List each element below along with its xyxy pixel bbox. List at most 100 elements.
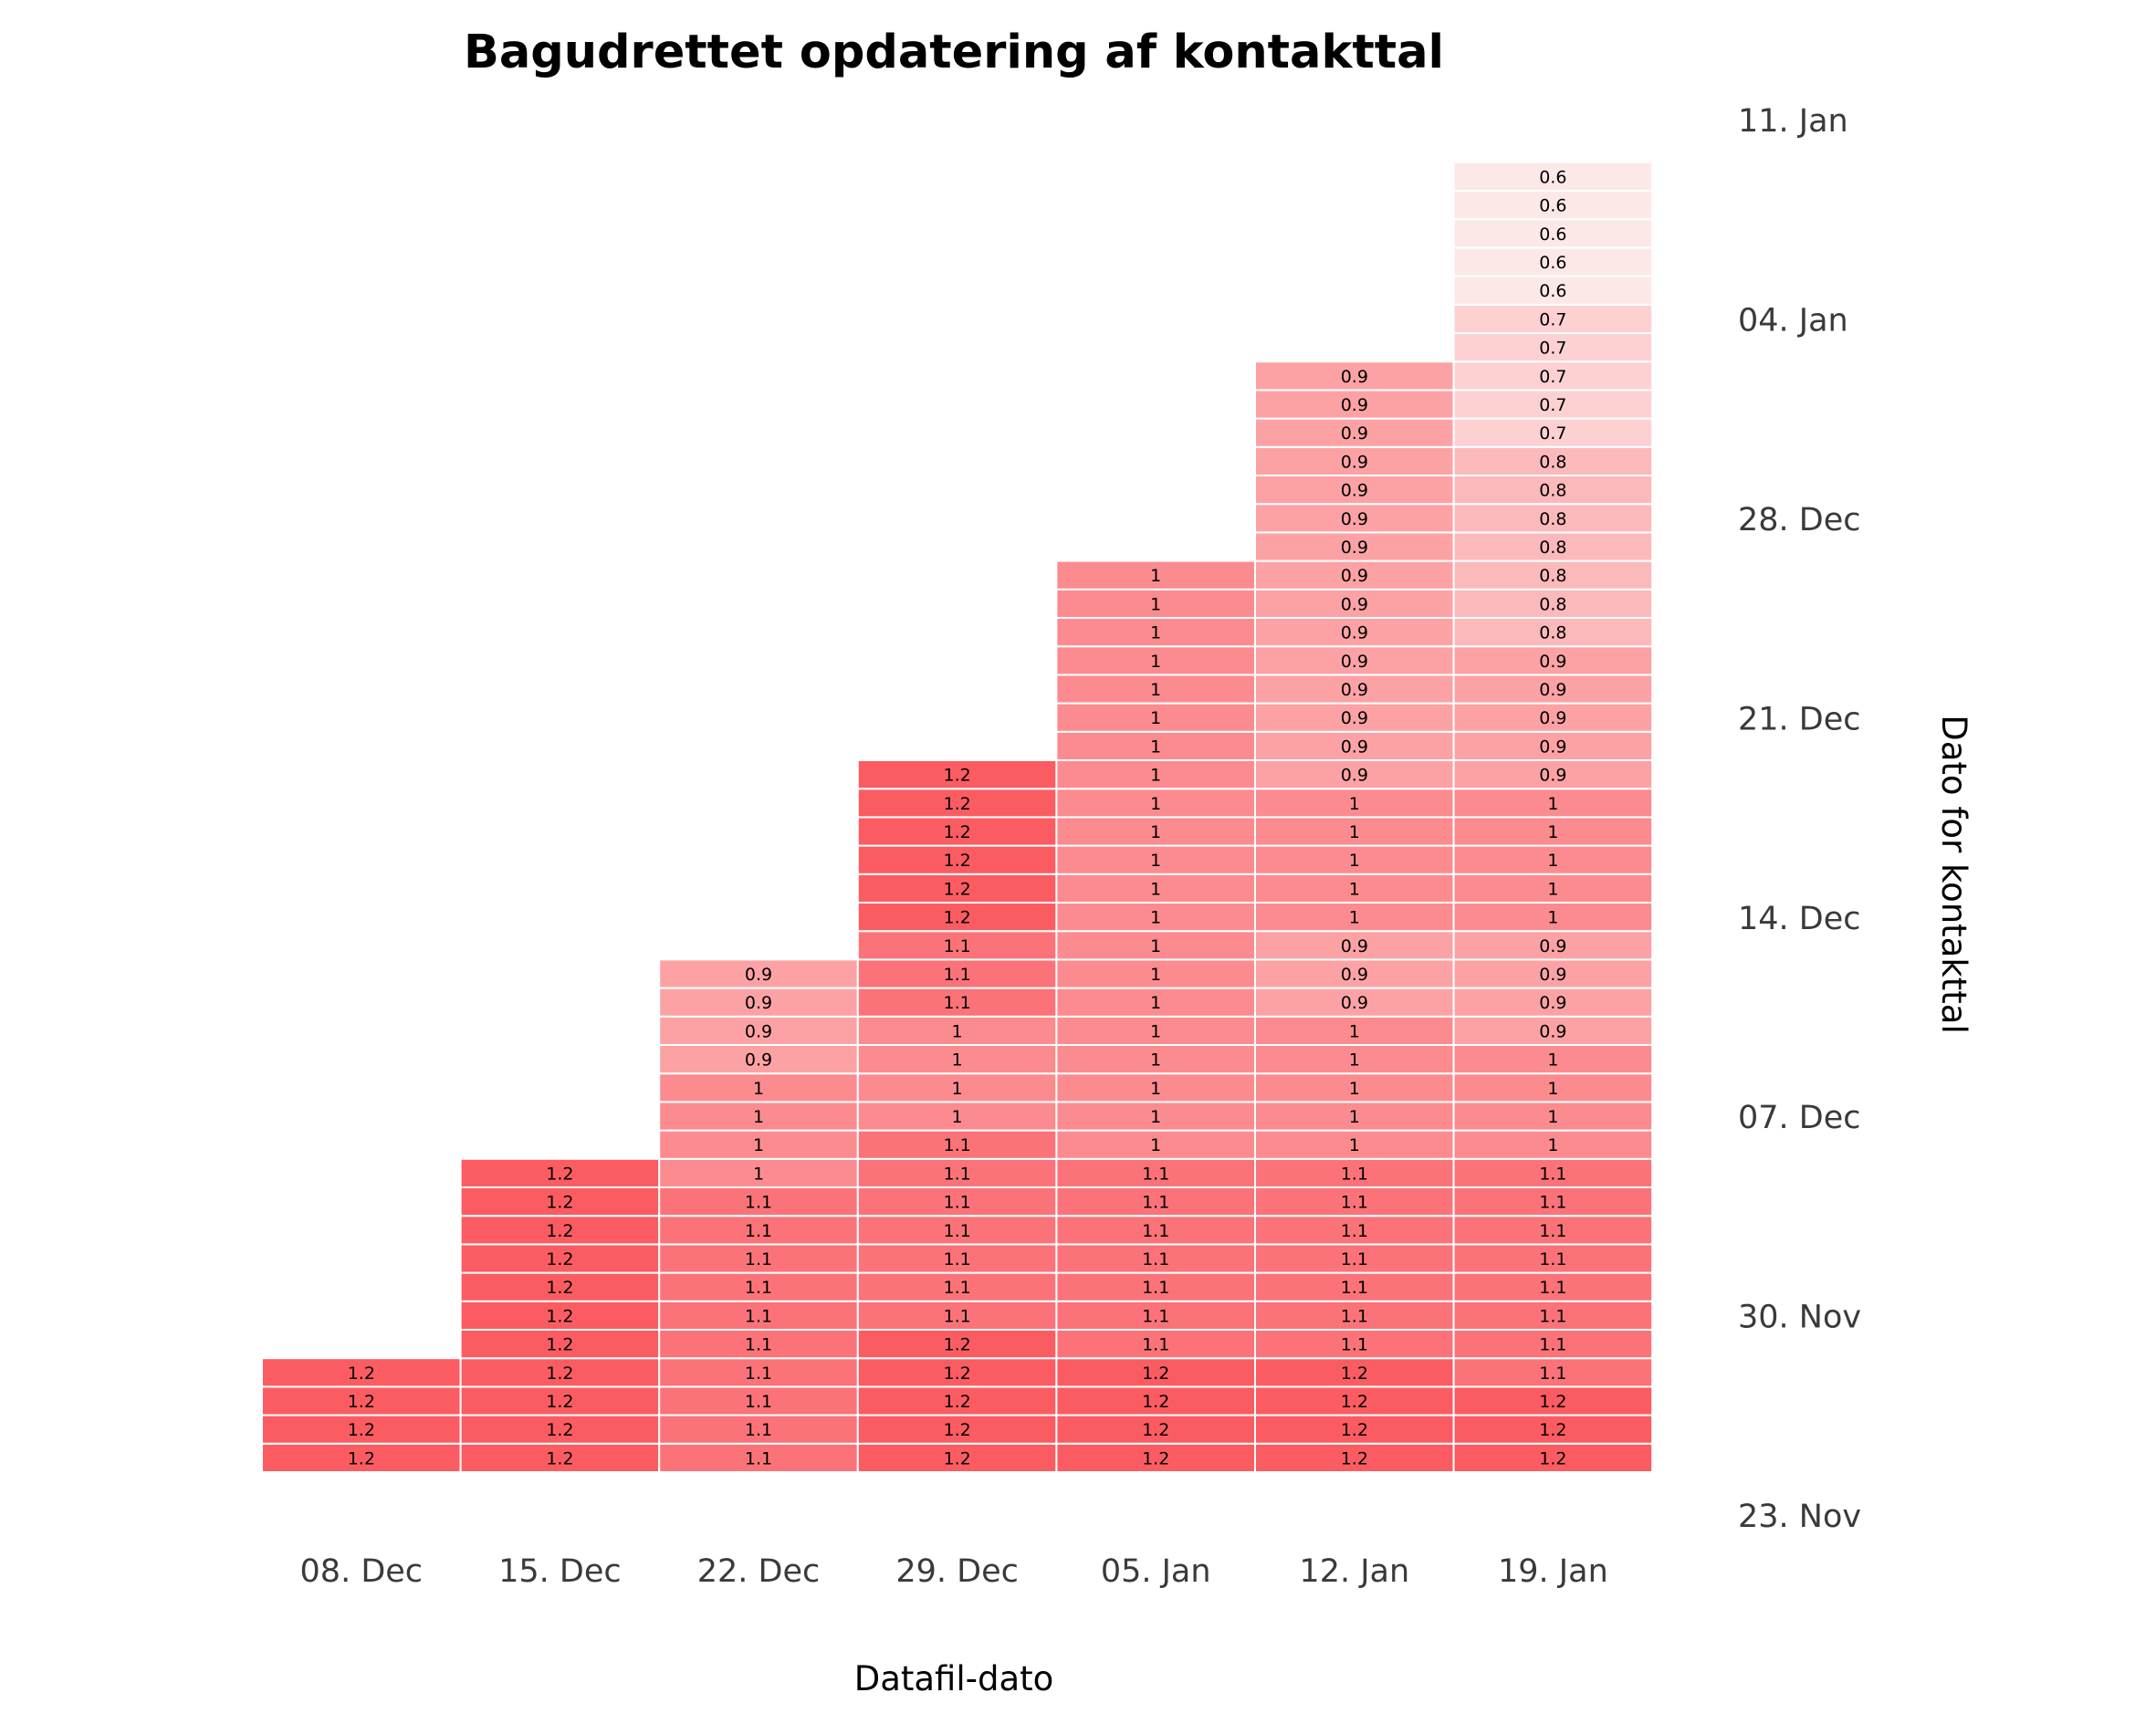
cell-value-label: 1 — [1150, 1107, 1161, 1127]
heatmap-cell — [261, 1414, 462, 1445]
heatmap-cell — [1452, 958, 1654, 989]
cell-value-label: 1 — [1150, 1050, 1161, 1071]
cell-value-label: 1 — [1150, 794, 1161, 814]
heatmap-cell — [1254, 1442, 1455, 1474]
cell-value-label: 1.1 — [1142, 1193, 1169, 1213]
heatmap-cell — [1055, 1243, 1257, 1274]
heatmap-cell — [1055, 1442, 1257, 1474]
heatmap-cell — [459, 1300, 661, 1332]
heatmap-cell — [1254, 1101, 1455, 1132]
heatmap-cell — [856, 1072, 1058, 1103]
cell-value-label: 1.2 — [348, 1420, 375, 1440]
heatmap-cell — [1452, 1186, 1654, 1217]
cell-value-label: 1 — [1150, 936, 1161, 956]
heatmap-cell — [1254, 1129, 1455, 1160]
cell-value-label: 0.8 — [1539, 623, 1566, 643]
heatmap-cell — [1452, 930, 1654, 961]
cell-value-label: 1 — [1349, 794, 1360, 814]
heatmap-cell — [1254, 1357, 1455, 1388]
cell-value-label: 1.2 — [546, 1278, 573, 1298]
heatmap-cell — [1452, 617, 1654, 648]
cell-value-label: 1.2 — [546, 1249, 573, 1269]
cell-value-label: 1 — [1150, 766, 1161, 786]
heatmap-cell — [856, 1215, 1058, 1246]
cell-value-label: 1 — [1349, 1079, 1360, 1099]
cell-value-label: 1 — [1547, 851, 1558, 871]
cell-value-label: 0.9 — [1539, 766, 1566, 786]
heatmap-cell — [1452, 730, 1654, 761]
cell-value-label: 1.1 — [1539, 1306, 1566, 1326]
heatmap-cell — [1452, 531, 1654, 562]
cell-value-label: 1.1 — [1539, 1335, 1566, 1355]
cell-value-label: 1.2 — [546, 1193, 573, 1213]
cell-value-label: 1 — [1349, 1107, 1360, 1127]
x-tick-label: 12. Jan — [1299, 1553, 1409, 1590]
heatmap-cell — [856, 1329, 1058, 1360]
cell-value-label: 1.1 — [1539, 1364, 1566, 1384]
y-tick-label: 28. Dec — [1738, 502, 1861, 538]
heatmap-cell — [1254, 902, 1455, 933]
heatmap-cell — [1452, 1271, 1654, 1302]
heatmap-cell — [459, 1243, 661, 1274]
cell-value-label: 1.2 — [546, 1335, 573, 1355]
cell-value-label: 1.1 — [745, 1221, 772, 1241]
cell-value-label: 0.9 — [1341, 680, 1368, 700]
cell-value-label: 0.9 — [1539, 737, 1566, 757]
heatmap-cells: 1.2 1.2 1.2 1.2 1.2 1.2 1.2 1.2 1.2 1.2 1.2 1.2 1.2 1… — [261, 161, 1654, 1474]
cell-value-label: 1 — [1547, 1079, 1558, 1099]
cell-value-label: 0.9 — [1341, 936, 1368, 956]
y-tick-label: 04. Jan — [1738, 303, 1848, 340]
heatmap-cell — [459, 1329, 661, 1360]
cell-value-label: 0.7 — [1539, 395, 1566, 415]
cell-value-label: 1.1 — [745, 1364, 772, 1384]
cell-value-label: 1.2 — [943, 766, 970, 786]
cell-value-label: 0.6 — [1539, 281, 1566, 301]
cell-value-label: 1 — [753, 1079, 764, 1099]
heatmap-cell — [1055, 1157, 1257, 1189]
cell-value-label: 1.2 — [1142, 1420, 1169, 1440]
cell-value-label: 1.2 — [348, 1448, 375, 1468]
heatmap-cell — [1452, 190, 1654, 221]
heatmap-cell — [459, 1357, 661, 1388]
heatmap-cell — [856, 844, 1058, 875]
cell-value-label: 1 — [1349, 908, 1360, 928]
cell-value-label: 1 — [1547, 879, 1558, 899]
cell-value-label: 0.9 — [1341, 708, 1368, 728]
heatmap-cell — [856, 902, 1058, 933]
cell-value-label: 1 — [1150, 879, 1161, 899]
cell-value-label: 1 — [1150, 680, 1161, 700]
y-tick-label: 23. Nov — [1738, 1499, 1861, 1535]
cell-value-label: 1 — [1150, 623, 1161, 643]
cell-value-label: 1 — [1150, 708, 1161, 728]
cell-value-label: 1.2 — [943, 1392, 970, 1412]
cell-value-label: 1.2 — [1142, 1392, 1169, 1412]
cell-value-label: 1.1 — [1142, 1221, 1169, 1241]
cell-value-label: 1.1 — [943, 936, 970, 956]
cell-value-label: 1 — [1150, 822, 1161, 842]
heatmap-cell — [658, 1442, 859, 1474]
heatmap-cell — [1452, 702, 1654, 733]
cell-value-label: 1.1 — [1539, 1221, 1566, 1241]
cell-value-label: 1.1 — [943, 993, 970, 1013]
cell-value-label: 1.1 — [1142, 1335, 1169, 1355]
cell-value-label: 1.2 — [546, 1448, 573, 1468]
heatmap-cell — [658, 1329, 859, 1360]
cell-value-label: 1 — [1349, 822, 1360, 842]
cell-value-label: 1.2 — [943, 1335, 970, 1355]
cell-value-label: 1.2 — [1142, 1448, 1169, 1468]
cell-value-label: 0.6 — [1539, 225, 1566, 245]
cell-value-label: 1.2 — [546, 1420, 573, 1440]
cell-value-label: 0.8 — [1539, 566, 1566, 586]
cell-value-label: 0.9 — [1341, 423, 1368, 444]
cell-value-label: 1 — [1349, 851, 1360, 871]
heatmap-cell — [1254, 958, 1455, 989]
cell-value-label: 1.1 — [1142, 1306, 1169, 1326]
cell-value-label: 1.1 — [1341, 1193, 1368, 1213]
heatmap-cell — [1452, 1329, 1654, 1360]
cell-value-label: 1.1 — [1341, 1249, 1368, 1269]
heatmap-cell — [1254, 417, 1455, 448]
cell-value-label: 1.2 — [943, 822, 970, 842]
cell-value-label: 1.1 — [1142, 1249, 1169, 1269]
cell-value-label: 1.1 — [1539, 1249, 1566, 1269]
